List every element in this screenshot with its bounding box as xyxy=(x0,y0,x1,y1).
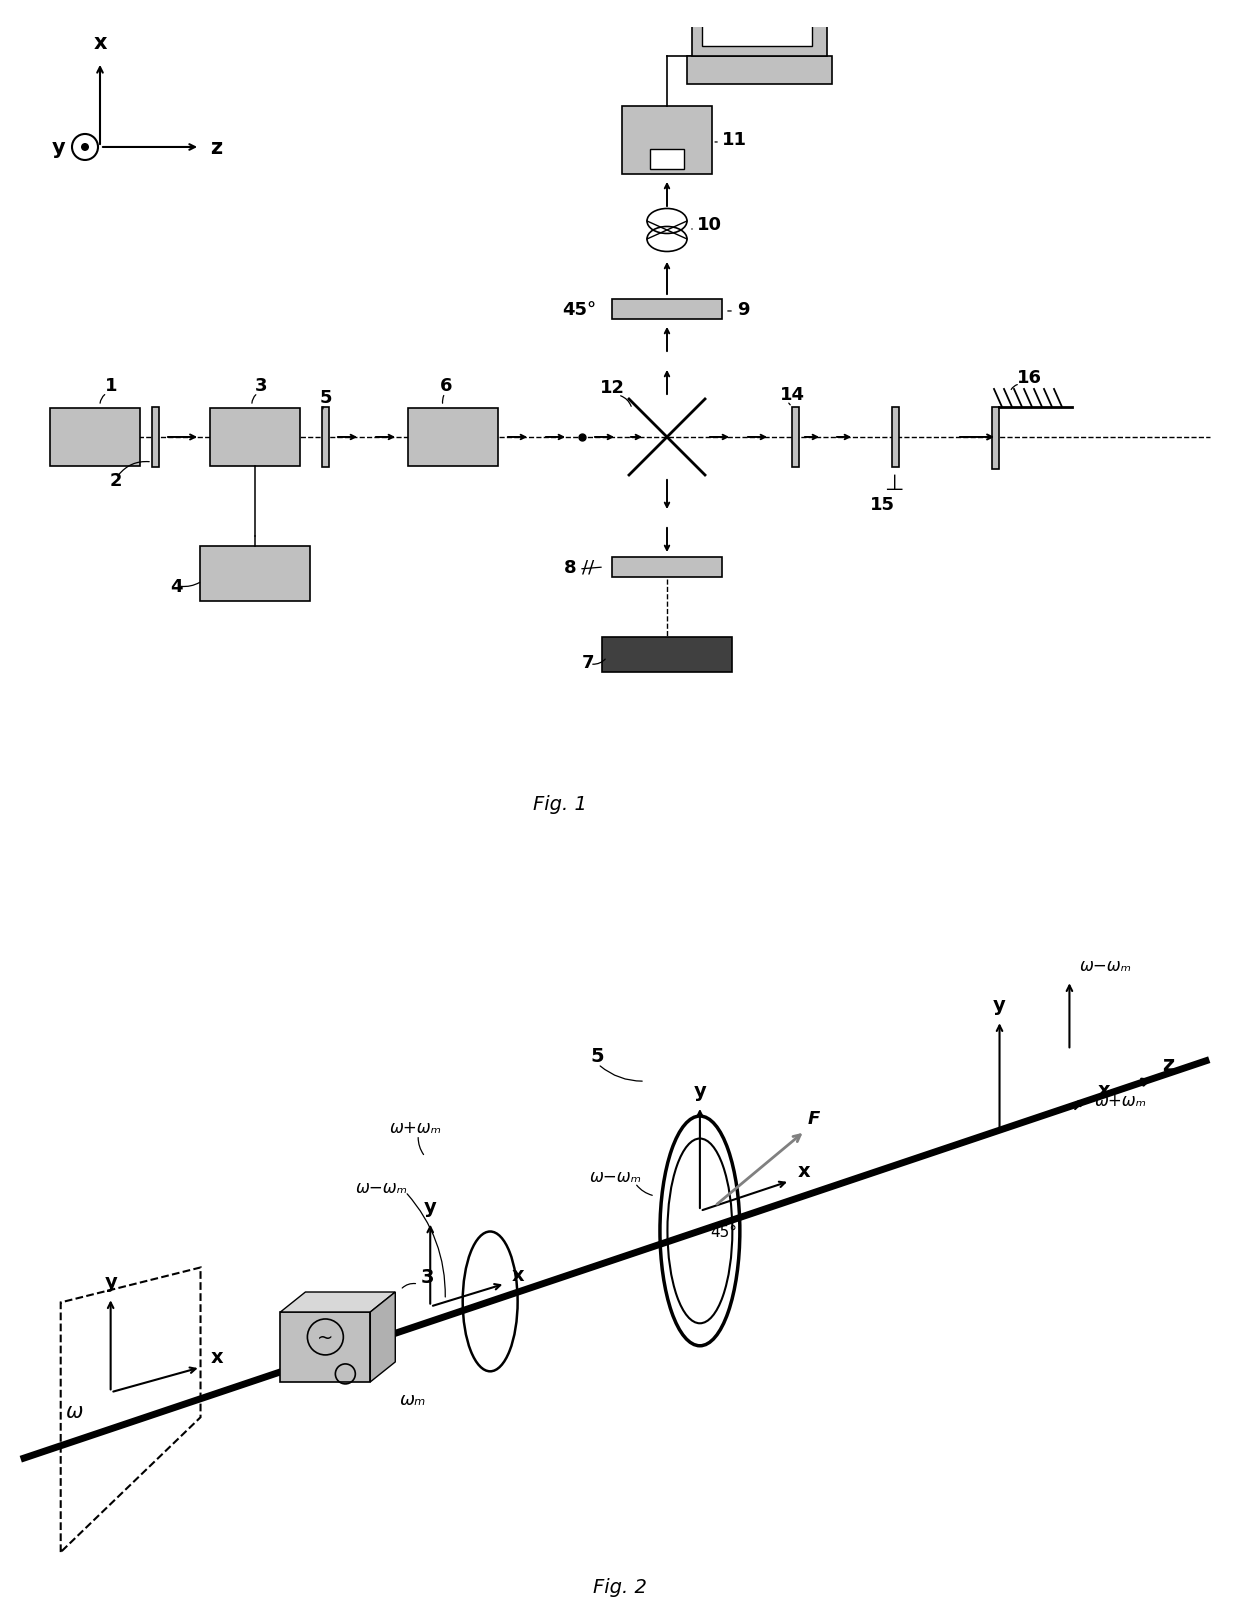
Text: ω−ωₘ: ω−ωₘ xyxy=(1080,957,1131,975)
Text: 9: 9 xyxy=(737,300,749,320)
Text: x: x xyxy=(512,1265,525,1283)
Text: x: x xyxy=(211,1348,223,1367)
Text: z: z xyxy=(210,137,222,158)
Bar xyxy=(200,547,310,602)
Text: ⊥: ⊥ xyxy=(884,473,904,494)
Bar xyxy=(992,408,999,470)
Text: ω: ω xyxy=(66,1401,83,1422)
Text: 4: 4 xyxy=(170,578,182,596)
Polygon shape xyxy=(371,1293,396,1382)
Circle shape xyxy=(81,144,89,152)
Text: 6: 6 xyxy=(440,376,453,395)
Text: ω−ωₘ: ω−ωₘ xyxy=(590,1167,642,1185)
Text: x: x xyxy=(93,32,107,53)
Text: 11: 11 xyxy=(722,131,746,148)
Text: ~: ~ xyxy=(317,1328,334,1346)
Text: 2: 2 xyxy=(110,471,123,489)
Text: 15: 15 xyxy=(869,495,894,513)
Text: 12: 12 xyxy=(600,379,625,397)
Text: //: // xyxy=(582,558,594,576)
Bar xyxy=(613,300,722,320)
Bar xyxy=(322,408,329,468)
Text: x: x xyxy=(1097,1080,1110,1099)
Text: z: z xyxy=(1162,1056,1174,1075)
Text: 3: 3 xyxy=(420,1267,434,1286)
Bar xyxy=(613,557,722,578)
Text: Fig. 2: Fig. 2 xyxy=(593,1577,647,1596)
Bar xyxy=(601,638,732,673)
Text: y: y xyxy=(51,137,64,158)
Bar xyxy=(792,408,799,468)
Text: 45°: 45° xyxy=(709,1223,737,1240)
Text: 14: 14 xyxy=(780,386,805,404)
Bar xyxy=(50,408,140,466)
Bar xyxy=(702,0,812,47)
Bar xyxy=(210,408,300,466)
Text: 1: 1 xyxy=(105,376,118,395)
Text: 5: 5 xyxy=(590,1046,604,1065)
Text: 5: 5 xyxy=(320,389,332,407)
Text: ω−ωₘ: ω−ωₘ xyxy=(356,1178,407,1196)
Text: F: F xyxy=(807,1109,820,1127)
Text: 8: 8 xyxy=(564,558,577,576)
Text: 7: 7 xyxy=(582,654,594,671)
Bar xyxy=(280,1312,371,1382)
Bar xyxy=(687,56,832,86)
Bar xyxy=(692,0,827,56)
Text: ω+ωₘ: ω+ωₘ xyxy=(1095,1091,1147,1109)
Polygon shape xyxy=(280,1293,396,1312)
Text: Fig. 1: Fig. 1 xyxy=(533,794,587,813)
Text: ω+ωₘ: ω+ωₘ xyxy=(391,1119,443,1136)
Text: x: x xyxy=(797,1160,811,1180)
Text: 45°: 45° xyxy=(562,300,596,320)
Bar xyxy=(622,107,712,174)
Bar xyxy=(892,408,899,468)
Bar xyxy=(153,408,159,468)
Text: ωₘ: ωₘ xyxy=(401,1390,427,1407)
Text: 10: 10 xyxy=(697,216,722,234)
Text: 3: 3 xyxy=(255,376,268,395)
Text: y: y xyxy=(104,1273,117,1291)
Bar xyxy=(408,408,498,466)
Text: y: y xyxy=(424,1198,436,1215)
Bar xyxy=(650,150,684,169)
Text: 16: 16 xyxy=(1017,368,1042,387)
Text: y: y xyxy=(993,996,1006,1015)
Text: y: y xyxy=(693,1081,707,1101)
